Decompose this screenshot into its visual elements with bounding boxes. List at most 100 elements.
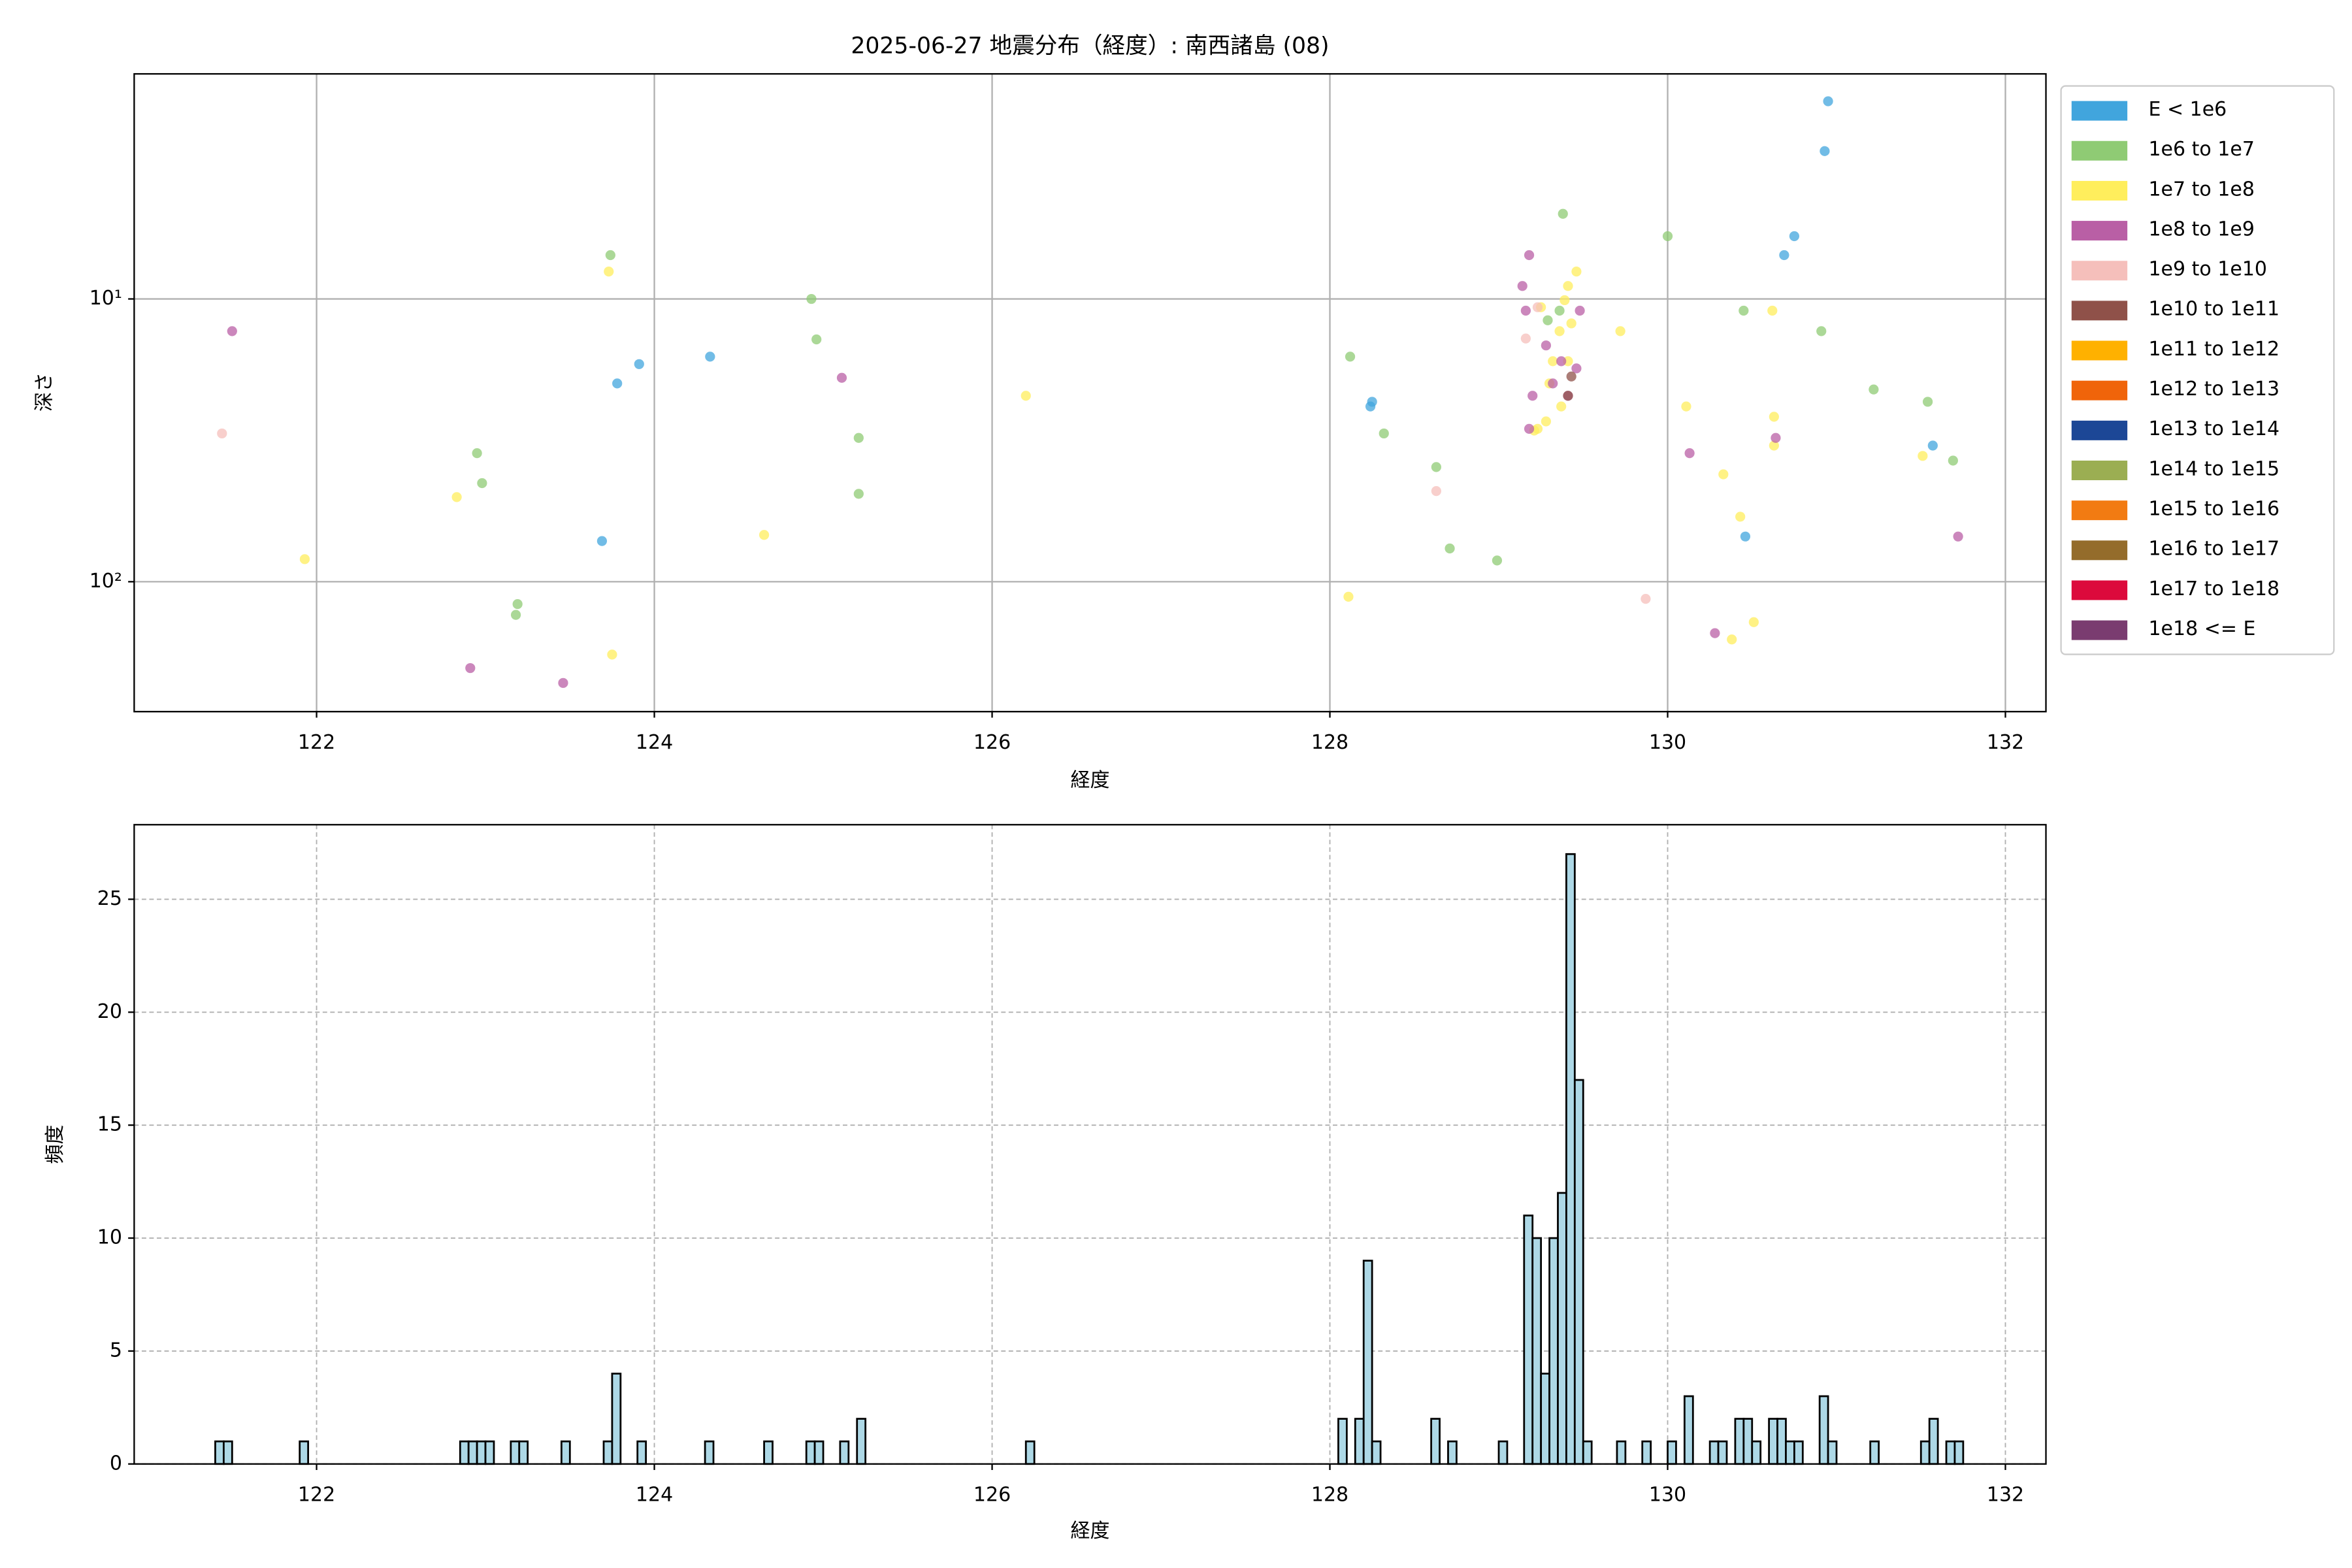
scatter-point — [1560, 295, 1570, 306]
legend-label: 1e14 to 1e15 — [2148, 457, 2279, 480]
x-tick-label: 128 — [1311, 731, 1348, 754]
histogram-bar — [636, 1440, 647, 1465]
scatter-point — [1548, 356, 1558, 367]
histogram-bar — [459, 1440, 470, 1465]
scatter-point — [1718, 469, 1729, 480]
scatter-point — [811, 334, 822, 345]
histogram-bar — [856, 1418, 867, 1465]
legend: E < 1e6 1e6 to 1e7 1e7 to 1e8 1e8 to 1e9 1e9… — [2060, 85, 2335, 655]
histogram-bar — [560, 1440, 571, 1465]
x-axis-label: 経度 — [1070, 1520, 1109, 1543]
histogram-bar — [1371, 1440, 1382, 1465]
scatter-point — [605, 250, 615, 261]
scatter-point — [1520, 305, 1531, 316]
legend-swatch — [2071, 620, 2128, 640]
scatter-point — [1554, 305, 1565, 316]
x-tick-label: 122 — [298, 731, 335, 754]
scatter-point — [1571, 363, 1582, 374]
histogram-bar — [223, 1440, 233, 1465]
y-tick-label: 10² — [90, 570, 122, 593]
histogram-bar — [1024, 1440, 1036, 1465]
legend-swatch — [2071, 420, 2128, 440]
scatter-point — [1641, 594, 1651, 604]
scatter-point — [1541, 340, 1552, 351]
scatter-point — [1566, 371, 1576, 382]
y-tick-label: 10¹ — [90, 287, 122, 310]
legend-label: 1e16 to 1e17 — [2148, 538, 2279, 561]
scatter-point — [853, 489, 864, 499]
histogram-bar — [1616, 1440, 1627, 1465]
scatter-point — [1918, 451, 1928, 461]
scatter-point — [451, 492, 462, 502]
scatter-point — [1563, 281, 1573, 291]
scatter-point — [634, 359, 644, 369]
scatter-point — [1541, 416, 1552, 427]
plot-frame — [133, 824, 2047, 1465]
legend-label: 1e13 to 1e14 — [2148, 417, 2279, 440]
scatter-point — [607, 649, 617, 660]
scatter-point — [1527, 391, 1538, 401]
histogram-bar — [1497, 1440, 1509, 1465]
x-tick-label: 132 — [1987, 731, 2024, 754]
scatter-point — [853, 433, 864, 443]
legend-swatch — [2071, 580, 2128, 600]
scatter-point — [512, 599, 523, 610]
histogram-bar — [518, 1440, 529, 1465]
legend-label: 1e15 to 1e16 — [2148, 498, 2279, 521]
scatter-point — [1554, 326, 1565, 336]
histogram-bar — [1447, 1440, 1458, 1465]
scatter-point — [217, 428, 227, 439]
histogram-bar — [1565, 853, 1576, 1465]
scatter-point — [510, 610, 521, 620]
legend-swatch — [2071, 140, 2128, 161]
x-tick-label: 130 — [1649, 1484, 1686, 1507]
histogram-bar — [299, 1440, 310, 1465]
histogram-bar — [1582, 1440, 1593, 1465]
y-tick-label: 5 — [110, 1339, 122, 1362]
scatter-point — [806, 293, 817, 304]
histogram-bar — [1548, 1237, 1559, 1465]
histogram-bar — [1793, 1440, 1804, 1465]
scatter-point — [1953, 531, 1963, 542]
scatter-point — [1948, 455, 1958, 466]
histogram-bar — [1430, 1418, 1441, 1465]
scatter-point — [1543, 315, 1553, 325]
scatter-point — [1563, 391, 1573, 401]
histogram-bar — [1869, 1440, 1880, 1465]
histogram-bar — [1919, 1440, 1931, 1465]
chart-title: 2025-06-27 地震分布（経度）: 南西諸島 (08) — [851, 33, 1329, 59]
histogram-bar — [1641, 1440, 1652, 1465]
legend-swatch — [2071, 101, 2128, 121]
scatter-point — [1571, 266, 1582, 277]
histogram-bar — [1945, 1440, 1956, 1465]
x-tick-label: 124 — [636, 731, 673, 754]
legend-label: 1e11 to 1e12 — [2148, 338, 2279, 361]
scatter-point — [1927, 440, 1938, 451]
scatter-point — [227, 326, 237, 336]
histogram-bar — [1557, 1192, 1567, 1465]
scatter-point — [1779, 250, 1789, 261]
legend-box — [2060, 85, 2335, 655]
histogram-bar — [1953, 1440, 1965, 1465]
histogram-bar — [839, 1440, 850, 1465]
y-axis-label: 頻度 — [44, 1125, 67, 1164]
histogram-bar — [1362, 1260, 1373, 1465]
scatter-point — [465, 662, 476, 674]
scatter-point — [1771, 433, 1781, 443]
scatter-point — [1548, 378, 1558, 389]
scatter-point — [1566, 318, 1576, 329]
legend-swatch — [2071, 461, 2128, 480]
scatter-point — [1365, 401, 1376, 412]
histogram-bar — [1523, 1215, 1534, 1465]
scatter-point — [1520, 333, 1531, 344]
legend-swatch — [2071, 380, 2128, 400]
histogram-bar — [602, 1440, 613, 1465]
y-tick-label: 10 — [97, 1226, 122, 1249]
scatter-point — [1021, 391, 1031, 401]
histogram-plot: 122 124 126 128 130 132 0 5 10 15 20 25 — [97, 824, 2047, 1507]
histogram-bar — [805, 1440, 816, 1465]
histogram-bar — [1734, 1418, 1745, 1465]
scatter-point — [472, 448, 482, 459]
legend-label: E < 1e6 — [2148, 98, 2227, 121]
